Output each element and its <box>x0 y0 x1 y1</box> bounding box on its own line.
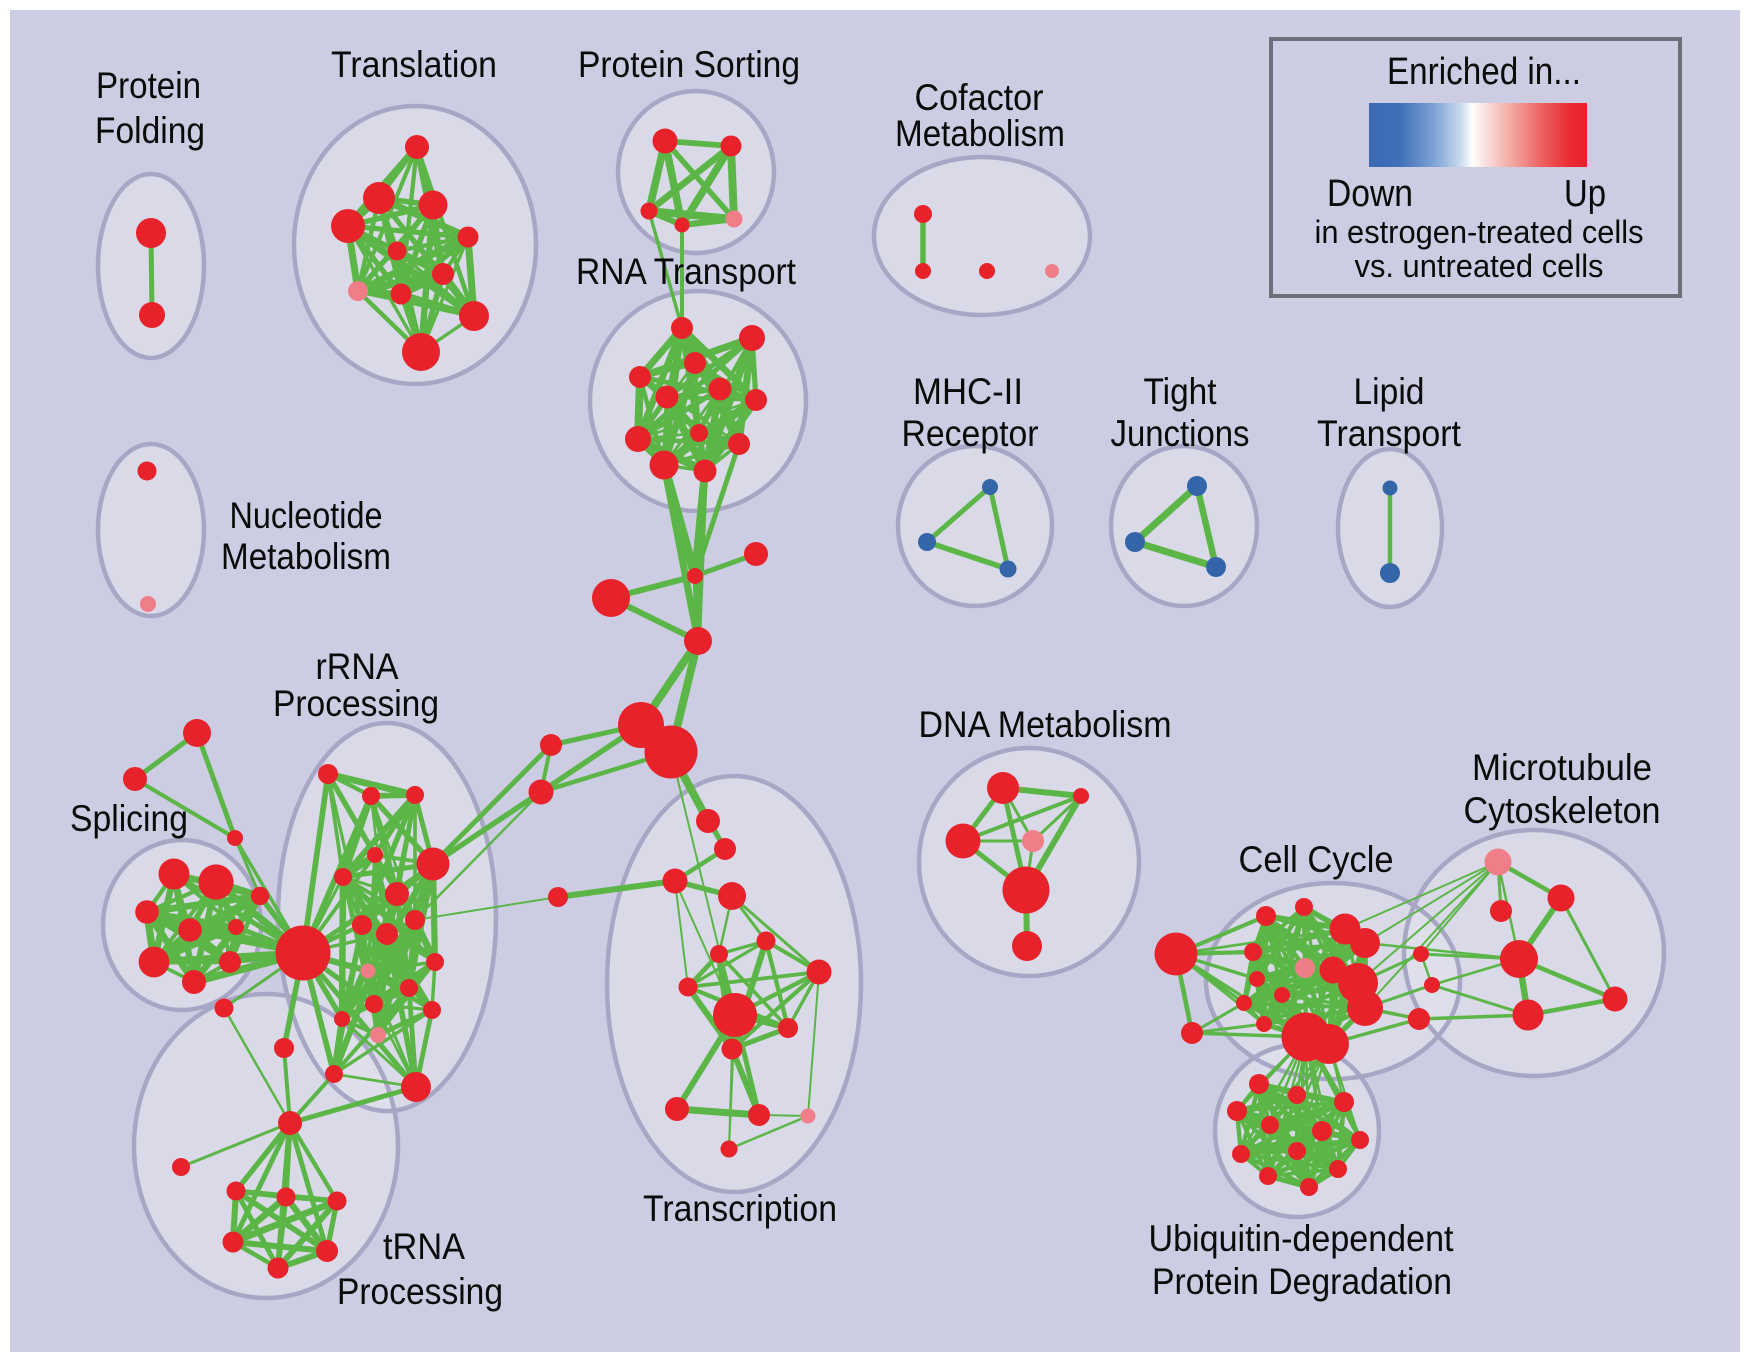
svg-text:rRNA: rRNA <box>316 646 399 687</box>
svg-text:Cell Cycle: Cell Cycle <box>1239 839 1394 880</box>
svg-text:Junctions: Junctions <box>1111 413 1250 454</box>
svg-text:Up: Up <box>1564 173 1606 215</box>
svg-text:Down: Down <box>1327 173 1413 215</box>
svg-text:Tight: Tight <box>1144 371 1218 412</box>
svg-text:MHC-II: MHC-II <box>913 371 1023 412</box>
svg-text:Protein Sorting: Protein Sorting <box>578 44 800 85</box>
svg-text:Protein: Protein <box>96 65 201 106</box>
svg-text:Metabolism: Metabolism <box>895 113 1065 154</box>
svg-text:Splicing: Splicing <box>70 798 188 839</box>
svg-text:Receptor: Receptor <box>902 413 1039 454</box>
svg-text:Metabolism: Metabolism <box>221 536 391 577</box>
svg-text:vs. untreated cells: vs. untreated cells <box>1355 248 1604 284</box>
svg-text:RNA Transport: RNA Transport <box>576 251 797 292</box>
svg-text:Ubiquitin-dependent: Ubiquitin-dependent <box>1149 1218 1455 1259</box>
svg-text:tRNA: tRNA <box>383 1226 465 1267</box>
svg-text:Microtubule: Microtubule <box>1472 747 1652 788</box>
svg-text:Processing: Processing <box>273 683 439 724</box>
svg-text:Processing: Processing <box>337 1271 503 1312</box>
svg-text:Cytoskeleton: Cytoskeleton <box>1464 790 1661 831</box>
svg-text:Nucleotide: Nucleotide <box>230 495 383 536</box>
svg-text:Folding: Folding <box>95 110 205 151</box>
svg-text:Transcription: Transcription <box>643 1188 837 1229</box>
svg-text:Enriched in...: Enriched in... <box>1387 51 1581 93</box>
svg-text:Transport: Transport <box>1317 413 1462 454</box>
svg-text:in estrogen-treated cells: in estrogen-treated cells <box>1315 214 1644 250</box>
svg-text:Translation: Translation <box>331 44 497 85</box>
svg-text:Protein Degradation: Protein Degradation <box>1152 1261 1452 1302</box>
svg-text:Lipid: Lipid <box>1354 371 1425 412</box>
svg-text:DNA Metabolism: DNA Metabolism <box>919 704 1172 745</box>
svg-text:Cofactor: Cofactor <box>915 77 1044 118</box>
